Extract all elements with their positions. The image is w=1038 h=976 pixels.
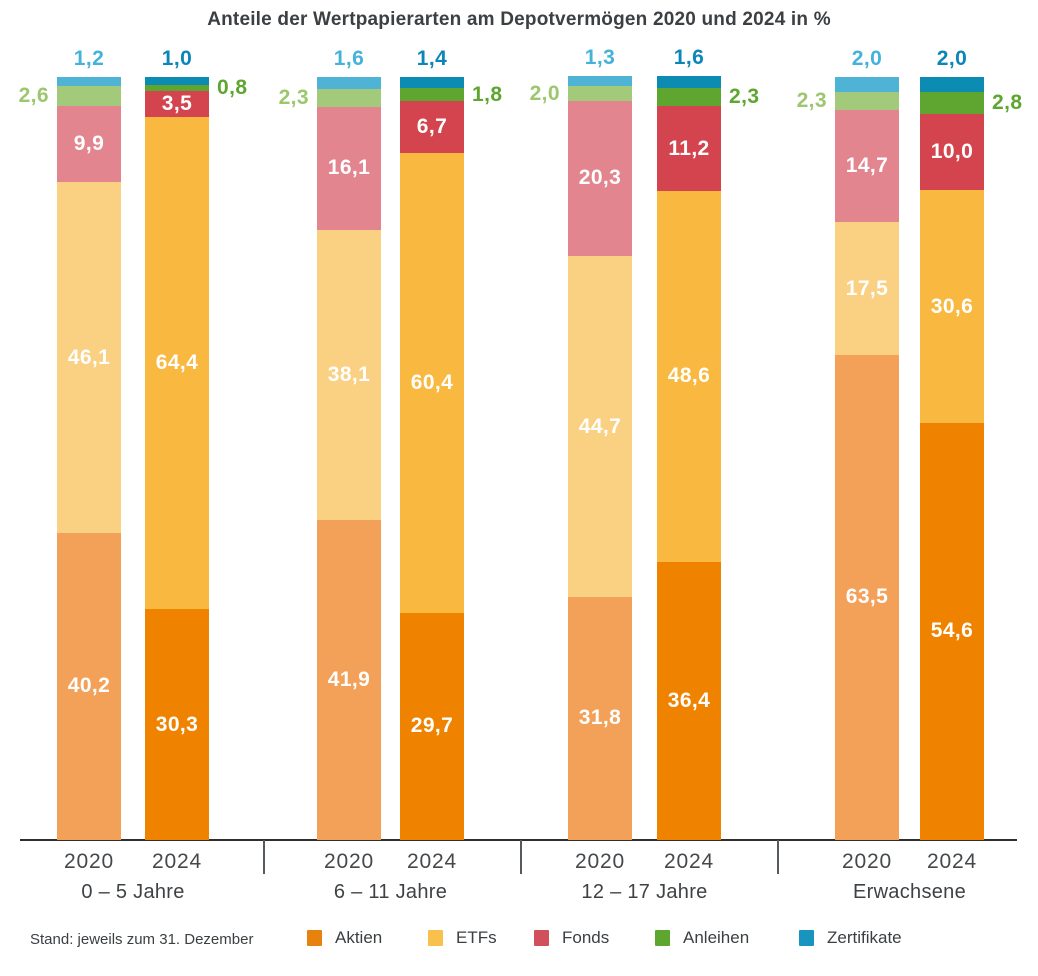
- bar-segment-zertifikate-2024: [657, 76, 721, 89]
- bar-segment-zertifikate-2020: [57, 77, 121, 87]
- zertifikate-value-label: 1,6: [333, 47, 365, 70]
- zertifikate-swatch-icon: [799, 930, 814, 946]
- aktien-swatch-icon: [307, 930, 322, 946]
- bar-segment-zertifikate-2020: [317, 77, 381, 90]
- legend-label: Fonds: [562, 928, 610, 947]
- bar-segment-zertifikate-2024: [920, 77, 984, 93]
- legend-item-aktien: Aktien: [307, 927, 382, 949]
- footnote: Stand: jeweils zum 31. Dezember: [30, 931, 254, 948]
- bar-segment-fonds-2020: [57, 105, 121, 182]
- legend-item-zertifikate: Zertifikate: [799, 927, 902, 949]
- bar-segment-etfs-2024: [400, 152, 464, 614]
- bar-segment-anleihen-2024: [145, 84, 209, 91]
- axis-group-label: 12 – 17 Jahre: [581, 881, 708, 903]
- zertifikate-value-label: 1,0: [161, 47, 193, 70]
- anleihen-value-label: 2,3: [729, 85, 760, 109]
- axis-group-label: 0 – 5 Jahre: [81, 881, 185, 903]
- group-divider-tick: [520, 840, 522, 874]
- bar-segment-etfs-2020: [317, 229, 381, 521]
- bar-segment-aktien-2024: [145, 608, 209, 840]
- bar-segment-fonds-2024: [657, 105, 721, 192]
- bar-segment-zertifikate-2024: [145, 77, 209, 85]
- bar-segment-aktien-2020: [57, 533, 121, 840]
- legend-label: ETFs: [456, 928, 497, 947]
- zertifikate-value-label: 1,6: [673, 46, 705, 70]
- bar-segment-etfs-2020: [835, 221, 899, 356]
- legend-item-etfs: ETFs: [428, 927, 497, 949]
- group-divider-tick: [777, 840, 779, 874]
- axis-year-label: 2020: [64, 850, 114, 873]
- legend-item-anleihen: Anleihen: [655, 927, 749, 949]
- bar-segment-fonds-2024: [145, 90, 209, 118]
- chart-title: Anteile der Wertpapierarten am Depotverm…: [207, 9, 831, 30]
- bar-segment-anleihen-2020: [835, 92, 899, 110]
- bar-segment-anleihen-2020: [317, 89, 381, 107]
- fonds-swatch-icon: [534, 930, 549, 946]
- zertifikate-value-label: 1,2: [73, 47, 105, 70]
- bar-segment-aktien-2020: [317, 520, 381, 840]
- bar-segment-anleihen-2020: [568, 86, 632, 102]
- anleihen-value-label: 0,8: [217, 75, 248, 99]
- bar-segment-anleihen-2024: [657, 88, 721, 106]
- zertifikate-value-label: 1,3: [584, 46, 616, 70]
- bar-segment-zertifikate-2020: [568, 76, 632, 87]
- bar-segment-zertifikate-2024: [400, 77, 464, 88]
- bar-segment-etfs-2020: [568, 256, 632, 598]
- legend-label: Aktien: [335, 928, 383, 947]
- etfs-swatch-icon: [428, 930, 443, 946]
- axis-year-label: 2020: [842, 850, 892, 873]
- axis-year-label: 2020: [575, 850, 625, 873]
- anleihen-value-label: 2,0: [529, 81, 560, 105]
- bar-segment-aktien-2020: [568, 597, 632, 840]
- bar-segment-aktien-2024: [657, 562, 721, 840]
- legend-item-fonds: Fonds: [534, 927, 609, 949]
- group-divider-tick: [263, 840, 265, 874]
- anleihen-value-label: 2,3: [796, 89, 827, 113]
- anleihen-value-label: 2,3: [278, 85, 309, 109]
- bar-segment-aktien-2024: [920, 423, 984, 840]
- bar-segment-fonds-2024: [920, 113, 984, 190]
- axis-group-label: 6 – 11 Jahre: [333, 881, 448, 903]
- legend-label: Anleihen: [683, 928, 750, 947]
- x-axis-line: [20, 839, 1017, 841]
- zertifikate-value-label: 2,0: [851, 47, 883, 70]
- bar-segment-anleihen-2024: [920, 92, 984, 114]
- legend-label: Zertifikate: [827, 928, 902, 947]
- anleihen-value-label: 2,8: [992, 90, 1023, 114]
- bar-segment-etfs-2024: [920, 189, 984, 424]
- axis-year-label: 2024: [927, 850, 977, 873]
- bar-segment-zertifikate-2020: [835, 77, 899, 93]
- bar-segment-aktien-2024: [400, 613, 464, 840]
- bar-segment-etfs-2024: [657, 191, 721, 563]
- axis-year-label: 2020: [324, 850, 374, 873]
- bar-segment-etfs-2020: [57, 181, 121, 534]
- zertifikate-value-label: 2,0: [936, 47, 968, 70]
- bar-segment-fonds-2020: [317, 106, 381, 230]
- anleihen-value-label: 2,6: [18, 84, 49, 108]
- axis-year-label: 2024: [407, 850, 457, 873]
- bar-segment-fonds-2020: [835, 109, 899, 222]
- bar-segment-aktien-2020: [835, 355, 899, 840]
- zertifikate-value-label: 1,4: [416, 47, 448, 70]
- axis-group-label: Erwachsene: [852, 881, 967, 903]
- anleihen-swatch-icon: [655, 930, 670, 946]
- bar-segment-anleihen-2024: [400, 87, 464, 102]
- anleihen-value-label: 1,8: [472, 82, 503, 106]
- bar-segment-fonds-2020: [568, 101, 632, 257]
- bar-segment-anleihen-2020: [57, 86, 121, 106]
- axis-year-label: 2024: [664, 850, 714, 873]
- bar-segment-etfs-2024: [145, 117, 209, 609]
- bar-segment-fonds-2024: [400, 101, 464, 153]
- axis-year-label: 2024: [152, 850, 202, 873]
